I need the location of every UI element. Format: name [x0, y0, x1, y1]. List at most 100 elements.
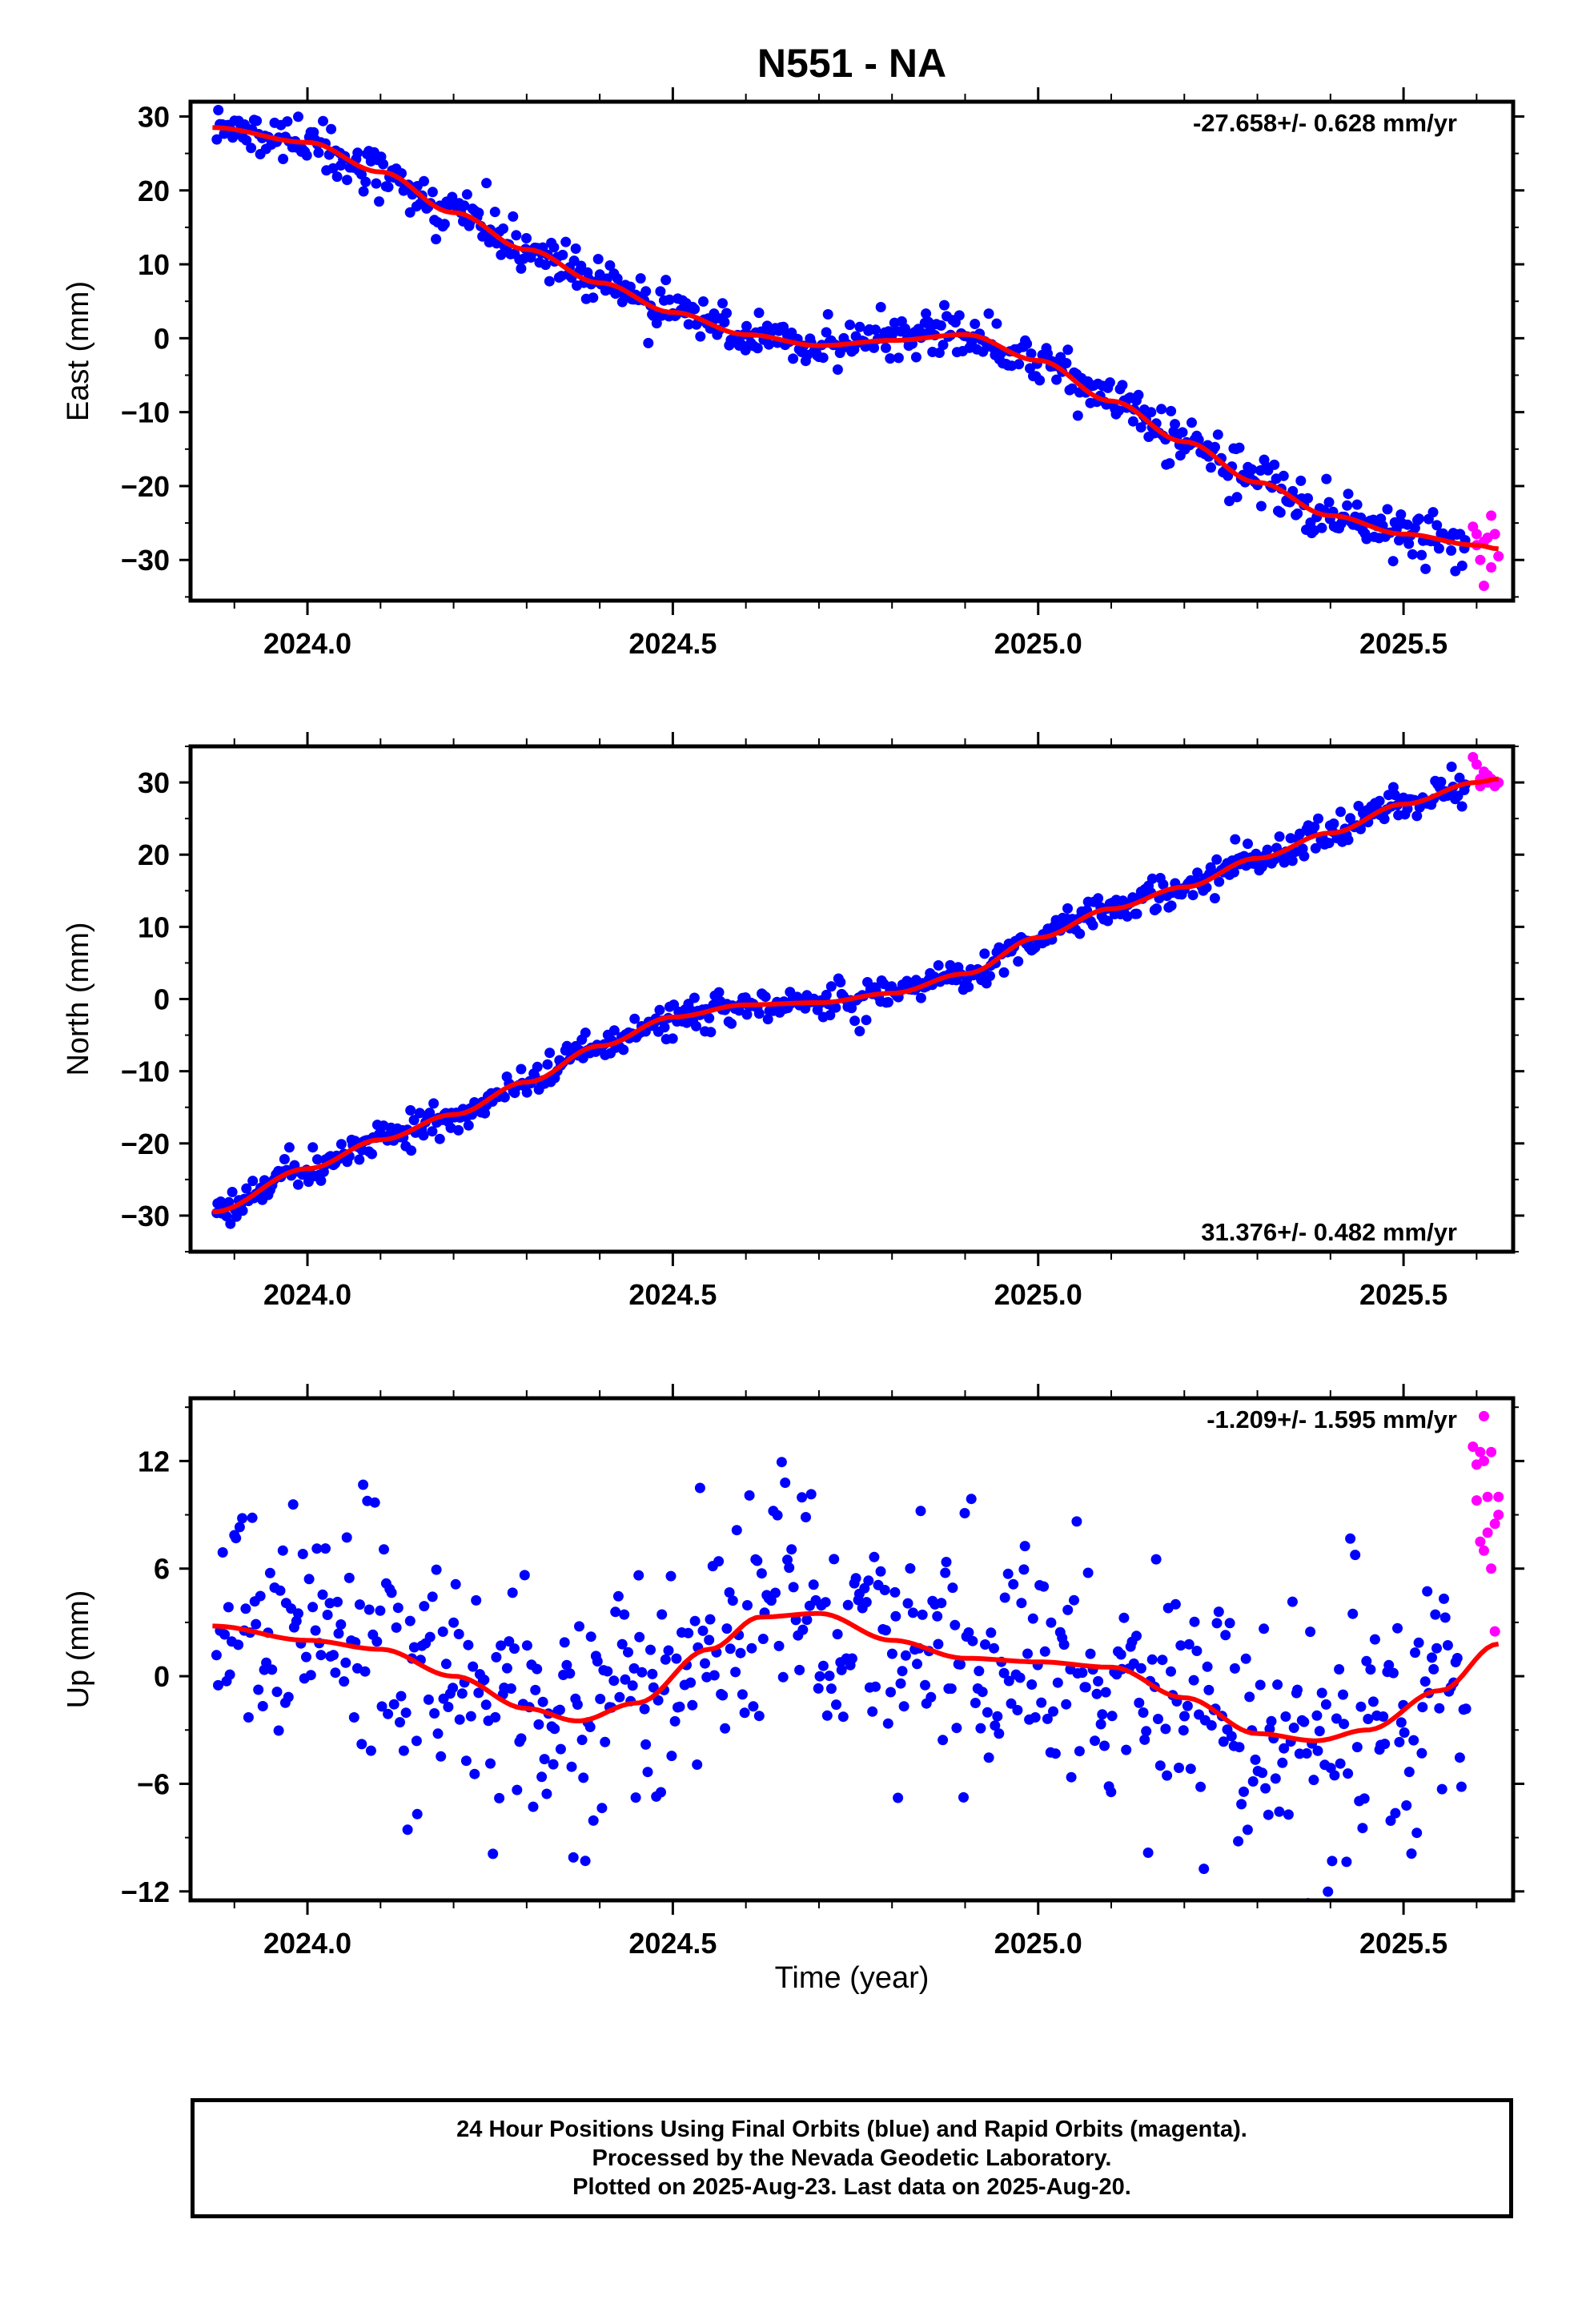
final-orbit-point — [777, 1671, 789, 1683]
final-orbit-point — [1186, 417, 1197, 428]
final-orbit-point — [1220, 1630, 1231, 1641]
final-orbit-point — [1316, 522, 1327, 533]
final-orbit-point — [1042, 348, 1053, 359]
final-orbit-point — [1339, 1719, 1350, 1730]
final-orbit-point — [1058, 1639, 1070, 1651]
final-orbit-point — [1320, 1699, 1331, 1710]
panel-north: 30 20 10 0 −10 −20 −30 2024.0 2024.5 2025.0 2025.5… — [62, 732, 1524, 1311]
final-orbit-point — [647, 1668, 658, 1679]
final-orbit-point — [496, 249, 507, 260]
final-orbit-point — [897, 1666, 908, 1677]
final-orbit-point — [404, 207, 416, 218]
final-orbit-point — [1255, 1679, 1266, 1691]
final-orbit-point — [905, 1563, 916, 1574]
final-orbit-point — [1390, 1807, 1401, 1819]
final-orbit-point — [427, 1591, 438, 1602]
final-orbit-point — [511, 230, 522, 241]
final-orbit-point — [1095, 1719, 1106, 1730]
plot-frame — [188, 744, 1516, 1254]
final-orbit-point — [213, 105, 224, 115]
final-orbit-point — [293, 1608, 303, 1619]
final-orbit-point — [1454, 1752, 1465, 1763]
final-orbit-point — [352, 147, 363, 159]
final-orbit-point — [893, 352, 904, 364]
final-orbit-point — [566, 1761, 577, 1772]
final-orbit-point — [328, 1650, 339, 1661]
final-orbit-point — [720, 1723, 731, 1734]
final-orbit-point — [480, 1108, 491, 1119]
final-orbit-point — [406, 1145, 417, 1156]
final-orbit-point — [821, 327, 832, 338]
final-orbit-point — [1280, 1711, 1291, 1722]
final-orbit-point — [773, 1640, 785, 1651]
final-orbit-point — [516, 1733, 527, 1744]
final-orbit-point — [757, 1634, 769, 1644]
final-orbit-point — [624, 281, 636, 292]
final-orbit-point — [1201, 882, 1212, 893]
final-orbit-point — [504, 1636, 515, 1647]
final-orbit-point — [735, 1647, 746, 1659]
final-orbit-point — [709, 1670, 720, 1681]
final-orbit-point — [900, 1650, 911, 1661]
final-orbit-point — [895, 1678, 906, 1689]
final-orbit-point — [602, 1666, 613, 1677]
x-tick-label: 2025.5 — [1359, 1278, 1447, 1311]
final-orbit-point — [917, 1609, 928, 1620]
final-orbit-point — [333, 1628, 344, 1639]
final-orbit-point — [1312, 1745, 1323, 1756]
final-orbit-point — [832, 364, 843, 375]
final-orbit-point — [1378, 1711, 1389, 1722]
final-orbit-point — [1361, 1655, 1372, 1667]
final-orbit-point — [619, 1609, 630, 1620]
final-orbit-point — [863, 1575, 874, 1586]
final-orbit-point — [705, 1614, 716, 1625]
final-orbit-point — [584, 1722, 596, 1732]
final-orbit-point — [614, 1691, 625, 1703]
rapid-orbit-point — [1486, 562, 1497, 573]
final-orbit-point — [1363, 1714, 1374, 1724]
final-orbit-point — [1013, 956, 1024, 967]
final-orbit-point — [1224, 496, 1235, 507]
final-orbit-point — [496, 1640, 507, 1651]
final-orbit-point — [1283, 1809, 1294, 1820]
final-orbit-point — [528, 1801, 539, 1812]
y-tick-label: −12 — [121, 1876, 170, 1908]
final-orbit-point — [1069, 1594, 1079, 1606]
final-orbit-point — [1170, 419, 1180, 430]
final-orbit-point — [1209, 893, 1220, 904]
final-orbit-point — [278, 154, 289, 164]
final-orbit-point — [879, 1585, 890, 1595]
final-orbit-point — [1288, 1723, 1299, 1733]
final-orbit-point — [1431, 520, 1443, 531]
final-orbit-point — [297, 1549, 308, 1559]
final-orbit-point — [386, 1587, 397, 1598]
final-orbit-point — [667, 1033, 678, 1044]
final-orbit-point — [498, 223, 508, 234]
final-orbit-point — [629, 1013, 640, 1024]
final-orbit-point — [1118, 1612, 1130, 1623]
y-tick-label: 0 — [154, 1660, 170, 1693]
final-orbit-point — [436, 1751, 447, 1762]
final-orbit-point — [1389, 790, 1400, 801]
final-orbit-point — [1313, 813, 1323, 824]
final-orbit-point — [1229, 1663, 1240, 1674]
final-orbit-point — [694, 1482, 705, 1494]
final-orbit-point — [691, 1020, 701, 1031]
final-orbit-point — [499, 1092, 510, 1103]
final-orbit-point — [746, 1642, 757, 1654]
final-orbit-point — [1240, 1653, 1251, 1664]
final-orbit-point — [578, 1772, 589, 1783]
final-orbit-point — [1434, 1703, 1445, 1714]
y-tick-label: 6 — [154, 1553, 170, 1586]
final-orbit-point — [1154, 1760, 1166, 1771]
x-tick-label: 2025.5 — [1359, 627, 1447, 660]
final-orbit-point — [1285, 833, 1296, 844]
final-orbit-point — [1263, 1809, 1274, 1820]
final-orbit-point — [311, 1154, 323, 1165]
final-orbit-point — [592, 1656, 603, 1667]
final-orbit-point — [1018, 1564, 1030, 1575]
final-orbit-point — [557, 249, 568, 260]
final-orbit-point — [933, 1638, 944, 1650]
final-orbit-point — [1183, 1638, 1195, 1650]
final-orbit-point — [494, 1792, 505, 1803]
